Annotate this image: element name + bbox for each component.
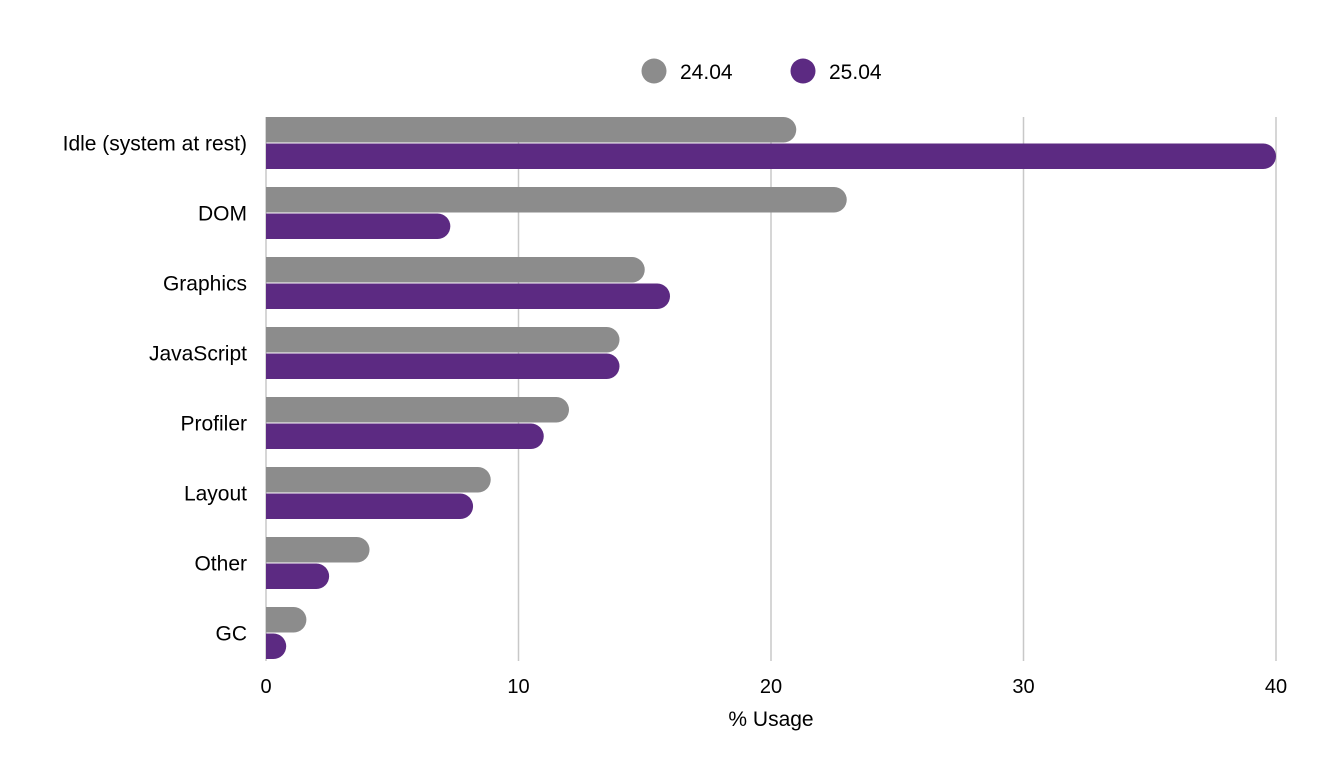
category-label-profiler: Profiler (180, 413, 247, 436)
legend-marker-25-04 (790, 58, 816, 84)
bar-idle-system-at-rest-24-04 (266, 117, 797, 143)
category-labels: Idle (system at rest) DOM Graphics JavaScri… (63, 133, 248, 646)
x-tick-label-40: 40 (1265, 676, 1287, 698)
bar-graphics-24-04 (266, 257, 645, 283)
category-label-javascript: JavaScript (149, 343, 247, 366)
bar-profiler-24-04 (266, 397, 569, 423)
bar-gc-24-04 (266, 607, 307, 633)
bar-other-24-04 (266, 537, 370, 563)
bar-layout-24-04 (266, 467, 491, 493)
bar-profiler-25-04 (266, 423, 544, 449)
category-label-gc: GC (216, 623, 248, 646)
bar-graphics-25-04 (266, 283, 671, 309)
x-tick-label-10: 10 (507, 676, 529, 698)
legend-marker-24-04 (641, 58, 667, 84)
category-label-graphics: Graphics (163, 273, 247, 296)
legend-label-25-04: 25.04 (829, 61, 882, 84)
bars (266, 117, 1277, 659)
category-label-dom: DOM (198, 203, 247, 226)
bar-layout-25-04 (266, 493, 474, 519)
x-tick-label-30: 30 (1012, 676, 1034, 698)
category-label-layout: Layout (184, 483, 247, 506)
category-label-idle-system-at-rest: Idle (system at rest) (63, 133, 247, 156)
bar-idle-system-at-rest-25-04 (266, 143, 1277, 169)
bar-other-25-04 (266, 563, 330, 589)
x-tick-label-20: 20 (760, 676, 782, 698)
bar-javascript-24-04 (266, 327, 620, 353)
legend: 24.04 25.04 (641, 58, 882, 84)
x-tick-labels: 0 10 20 30 40 (260, 676, 1287, 698)
legend-label-24-04: 24.04 (680, 61, 733, 84)
bar-dom-24-04 (266, 187, 847, 213)
x-tick-label-0: 0 (260, 676, 271, 698)
bar-dom-25-04 (266, 213, 451, 239)
category-label-other: Other (194, 553, 247, 576)
bar-gc-25-04 (266, 633, 287, 659)
x-axis-title: % Usage (728, 708, 813, 731)
bar-javascript-25-04 (266, 353, 620, 379)
